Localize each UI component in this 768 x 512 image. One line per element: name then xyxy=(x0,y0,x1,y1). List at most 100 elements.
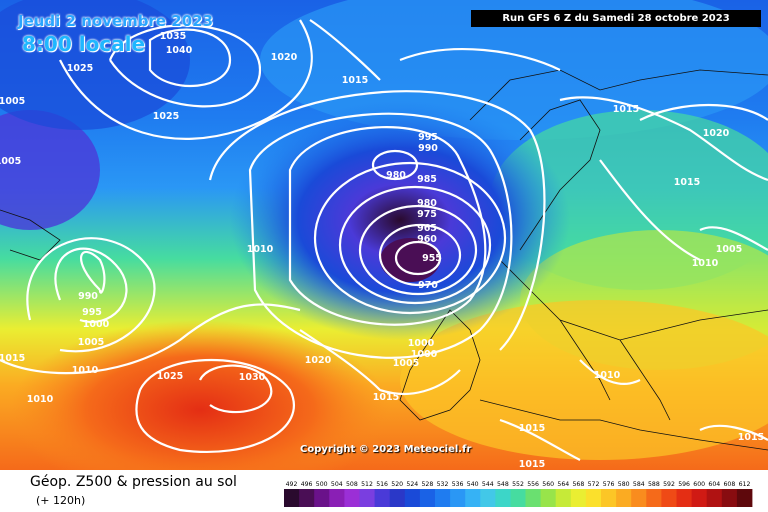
legend-swatch xyxy=(570,489,587,507)
legend-swatch xyxy=(435,489,451,507)
legend-value: 500 xyxy=(316,481,328,488)
isobar-label: 995 xyxy=(418,132,438,143)
legend-swatch xyxy=(404,489,421,507)
isobar-label: 1015 xyxy=(519,459,545,470)
forecast-lead-time: (+ 120h) xyxy=(36,494,86,507)
legend-swatch xyxy=(736,489,753,507)
isobar-label: 1035 xyxy=(160,31,186,42)
legend-swatch xyxy=(676,489,692,507)
legend-swatch xyxy=(389,489,406,507)
pressure-geopotential-map: 1035 1040 1020 1025 1025 1015 1005 1005 … xyxy=(0,0,768,470)
color-scale-legend: 492 496 500 504 508 512 516 520 524 528 532 536 540 5… xyxy=(284,481,753,507)
legend-swatch xyxy=(495,489,511,507)
legend-value: 508 xyxy=(346,481,358,488)
isobar-label: 1010 xyxy=(692,258,719,269)
isobar-label: 995 xyxy=(82,307,102,318)
legend-swatch xyxy=(540,489,557,507)
isobar-label: 1010 xyxy=(72,365,99,376)
isobar-label: 990 xyxy=(78,291,98,302)
isobar-label: 1015 xyxy=(674,177,700,188)
legend-swatch xyxy=(585,489,602,507)
legend-swatch xyxy=(314,489,330,507)
legend-value: 600 xyxy=(693,481,705,488)
legend-swatch xyxy=(419,489,436,507)
isobar-label: 980 xyxy=(417,198,437,209)
isobar-label: 1020 xyxy=(271,52,298,63)
legend-value: 492 xyxy=(286,481,298,488)
isobar-label: 1040 xyxy=(166,45,193,56)
legend-swatch xyxy=(284,489,300,507)
isobar-lines xyxy=(0,19,768,461)
isobar-label: 1025 xyxy=(157,371,183,382)
isobar-label: 1000 xyxy=(408,338,435,349)
forecast-time: 8:00 locale xyxy=(22,32,146,56)
legend-value: 504 xyxy=(331,481,343,488)
isobar-label: 1015 xyxy=(342,75,368,86)
copyright-notice: Copyright © 2023 Meteociel.fr xyxy=(300,444,472,455)
legend-swatch xyxy=(465,489,481,507)
isobar-label: 965 xyxy=(417,223,437,234)
legend-value: 520 xyxy=(391,481,403,488)
legend-swatch xyxy=(631,489,647,507)
legend-value: 592 xyxy=(663,481,675,488)
isobar-label: 1015 xyxy=(613,104,639,115)
run-label: Run GFS 6 Z du Samedi 28 octobre 2023 xyxy=(471,10,761,27)
isobar-label: 1015 xyxy=(373,392,399,403)
legend-swatch xyxy=(691,489,708,507)
isobar-label: 1000 xyxy=(411,349,438,360)
isobar-label: 1010 xyxy=(27,394,54,405)
legend-swatch xyxy=(525,489,541,507)
legend-value: 556 xyxy=(527,481,539,488)
isobar-label: 1005 xyxy=(393,358,419,369)
legend-value: 536 xyxy=(452,481,464,488)
legend-swatch xyxy=(359,489,375,507)
isobar-label: 1020 xyxy=(305,355,332,366)
legend-value: 604 xyxy=(708,481,720,488)
legend-value: 564 xyxy=(557,481,569,488)
legend-value: 560 xyxy=(542,481,554,488)
isobar-label: 1030 xyxy=(239,372,266,383)
legend-swatch xyxy=(329,489,345,507)
legend-swatch xyxy=(721,489,738,507)
legend-value: 572 xyxy=(588,481,600,488)
isobar-label: 1025 xyxy=(67,63,93,74)
isobar-label: 1005 xyxy=(0,96,25,107)
legend-swatch xyxy=(706,489,723,507)
isobar-label: 990 xyxy=(418,143,438,154)
isobar-label: 1015 xyxy=(519,423,545,434)
legend-value: 548 xyxy=(497,481,509,488)
isobar-label: 970 xyxy=(418,280,438,291)
isobar-label: 1005 xyxy=(78,337,104,348)
legend-value: 532 xyxy=(437,481,449,488)
legend-value: 496 xyxy=(301,481,313,488)
legend-value: 612 xyxy=(739,481,751,488)
legend-value: 516 xyxy=(376,481,388,488)
legend-swatch xyxy=(299,489,315,507)
legend-swatch xyxy=(480,489,496,507)
legend-swatch xyxy=(601,489,617,507)
isobar-label: 1020 xyxy=(703,128,730,139)
legend-value: 544 xyxy=(482,481,494,488)
isobar-labels: 1035 1040 1020 1025 1025 1015 1005 1005 … xyxy=(0,31,764,470)
isobar-label: 1000 xyxy=(83,319,110,330)
legend-value: 608 xyxy=(723,481,735,488)
legend-value: 596 xyxy=(678,481,690,488)
isobar-label: 955 xyxy=(422,253,442,264)
legend-value: 568 xyxy=(572,481,584,488)
legend-swatch xyxy=(661,489,677,507)
isobar-label: 1015 xyxy=(738,432,764,443)
legend-swatch xyxy=(616,489,632,507)
legend-swatch xyxy=(450,489,466,507)
legend-swatch xyxy=(555,489,572,507)
legend-swatch xyxy=(646,489,662,507)
legend-value: 512 xyxy=(361,481,373,488)
isobar-label: 975 xyxy=(417,209,437,220)
legend-value: 584 xyxy=(633,481,645,488)
isobar-label: 980 xyxy=(386,170,406,181)
forecast-date: Jeudi 2 novembre 2023 xyxy=(18,12,214,30)
legend-swatch xyxy=(374,489,391,507)
isobar-label: 985 xyxy=(417,174,437,185)
legend-swatch xyxy=(510,489,526,507)
legend-value: 528 xyxy=(421,481,433,488)
isobar-label: 1015 xyxy=(0,353,25,364)
